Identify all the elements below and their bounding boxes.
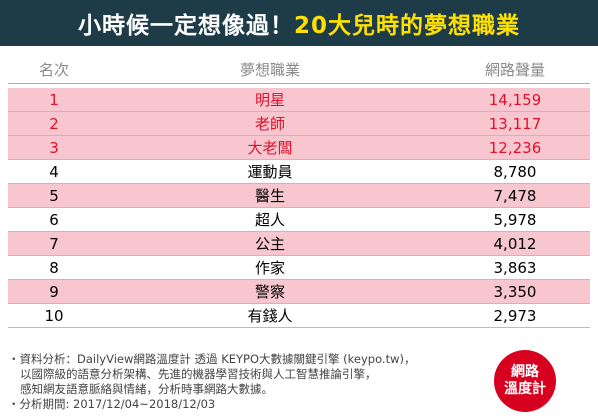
volume: 5,978 bbox=[493, 210, 537, 229]
volume: 12,236 bbox=[488, 138, 542, 157]
note-line: 感知網友語意脈絡與情緒，分析時事網路大數據。 bbox=[20, 382, 273, 396]
rank: 7 bbox=[49, 234, 59, 253]
rank: 10 bbox=[44, 306, 64, 325]
job: 警察 bbox=[254, 283, 285, 301]
job: 運動員 bbox=[247, 163, 293, 181]
table-row: 7 公主 4,012 bbox=[8, 232, 590, 256]
title: 小時候一定想像過！ bbox=[77, 13, 294, 39]
rank: 1 bbox=[49, 90, 59, 109]
table-row: 4 運動員 8,780 bbox=[8, 160, 590, 184]
volume: 8,780 bbox=[493, 162, 537, 181]
table-row: 1 明星 14,159 bbox=[8, 88, 590, 112]
title-bar: 小時候一定想像過！ 20大兒時的夢想職業 bbox=[0, 0, 598, 46]
note-line: 以國際級的語意分析架構、先進的機器學習技術與人工智慧推論引擎， bbox=[20, 367, 377, 381]
rank: 2 bbox=[49, 114, 59, 133]
column-header: 夢想職業 bbox=[239, 61, 300, 79]
table-row: 2 老師 13,117 bbox=[8, 112, 590, 136]
table-row: 9 警察 3,350 bbox=[8, 280, 590, 304]
job: 大老闆 bbox=[247, 139, 293, 157]
note-line: ・資料分析：DailyView網路溫度計 透過 KEYPO大數據關鍵引擎 (ke… bbox=[8, 352, 416, 366]
job: 超人 bbox=[254, 211, 285, 229]
volume: 4,012 bbox=[493, 234, 537, 253]
job: 作家 bbox=[254, 259, 285, 277]
table-row: 8 作家 3,863 bbox=[8, 256, 590, 280]
logo: 網路 溫度計 bbox=[494, 350, 556, 412]
job: 老師 bbox=[254, 115, 285, 133]
header-row: 名次 夢想職業 網路聲量 bbox=[8, 56, 590, 84]
rank: 5 bbox=[49, 186, 59, 205]
volume: 3,863 bbox=[493, 258, 537, 277]
title-highlight: 20大兒時的夢想職業 bbox=[293, 13, 520, 39]
ranking-table: 名次 夢想職業 網路聲量 1 明星 14,159 2 老師 13,117 3 大老闆 12,236 4 運… bbox=[8, 56, 590, 328]
volume: 14,159 bbox=[488, 90, 542, 109]
rank: 3 bbox=[49, 138, 59, 157]
table-row: 5 醫生 7,478 bbox=[8, 184, 590, 208]
job: 明星 bbox=[254, 91, 285, 109]
rank: 6 bbox=[49, 210, 59, 229]
notes: ・資料分析：DailyView網路溫度計 透過 KEYPO大數據關鍵引擎 (ke… bbox=[8, 352, 478, 412]
logo-text: 網路 bbox=[511, 364, 539, 380]
note-line: ・分析期間: 2017/12/04~2018/12/03 bbox=[8, 397, 216, 411]
job: 醫生 bbox=[254, 187, 285, 205]
rank: 8 bbox=[49, 258, 59, 277]
logo-text: 溫度計 bbox=[504, 381, 546, 397]
volume: 13,117 bbox=[488, 114, 542, 133]
table-row: 10 有錢人 2,973 bbox=[8, 304, 590, 328]
job: 有錢人 bbox=[247, 307, 293, 325]
column-header: 名次 bbox=[38, 61, 69, 79]
table-row: 3 大老闆 12,236 bbox=[8, 136, 590, 160]
volume: 3,350 bbox=[493, 282, 537, 301]
rank: 4 bbox=[49, 162, 59, 181]
rank: 9 bbox=[49, 282, 59, 301]
volume: 7,478 bbox=[493, 186, 537, 205]
table-row: 6 超人 5,978 bbox=[8, 208, 590, 232]
job: 公主 bbox=[254, 235, 285, 253]
column-header: 網路聲量 bbox=[484, 61, 545, 79]
volume: 2,973 bbox=[493, 306, 537, 325]
